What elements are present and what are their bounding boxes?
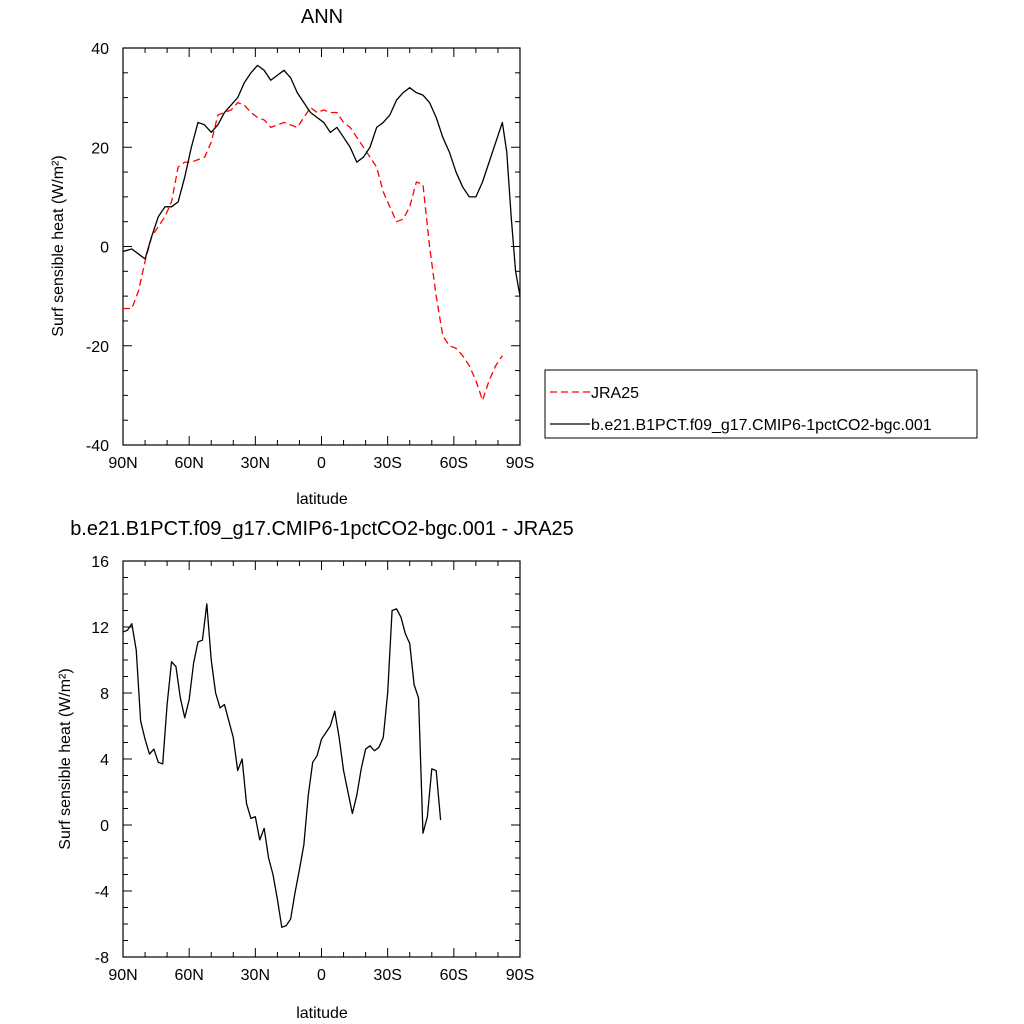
bottom-axis-ticks: 90N 60N 30N 0 30S 60S 90S 16 12 8 4 0 -4 -8 [91, 554, 534, 984]
bottom-y-tick-label: 8 [100, 686, 109, 703]
bottom-y-tick-label: 16 [91, 554, 109, 571]
top-x-tick-label: 30S [373, 455, 401, 472]
bottom-x-tick-label: 60N [174, 967, 203, 984]
top-plot-frame [122, 47, 521, 446]
legend-entry-model: b.e21.B1PCT.f09_g17.CMIP6-1pctCO2-bgc.00… [591, 417, 932, 434]
top-panel: ANN 90N 60N 30N 0 30S 60S 90S 40 20 0 -20 -40 latit… [50, 6, 978, 508]
legend: JRA25 b.e21.B1PCT.f09_g17.CMIP6-1pctCO2-… [544, 369, 978, 439]
bottom-y-tick-label: 0 [100, 818, 109, 835]
bottom-panel: b.e21.B1PCT.f09_g17.CMIP6-1pctCO2-bgc.00… [57, 518, 574, 1022]
bottom-x-tick-label: 60S [440, 967, 468, 984]
bottom-x-tick-label: 30N [241, 967, 270, 984]
bottom-x-tick-label: 30S [373, 967, 401, 984]
top-y-tick-label: 40 [91, 41, 109, 58]
top-x-tick-label: 0 [317, 455, 326, 472]
top-y-axis-label: Surf sensible heat (W/m²) [50, 155, 67, 336]
bottom-x-tick-label: 0 [317, 967, 326, 984]
bottom-plot-frame [122, 560, 521, 958]
legend-box [544, 369, 978, 439]
top-x-tick-label: 30N [241, 455, 270, 472]
top-x-tick-label: 60N [174, 455, 203, 472]
bottom-x-axis-label: latitude [296, 1005, 348, 1022]
top-x-tick-label: 90N [108, 455, 137, 472]
bottom-y-tick-label: -4 [95, 884, 109, 901]
top-y-tick-label: 20 [91, 140, 109, 157]
bottom-y-tick-label: 4 [100, 752, 109, 769]
top-series-line-0 [123, 101, 503, 401]
bottom-series-group [123, 603, 442, 928]
top-axis-ticks: 90N 60N 30N 0 30S 60S 90S 40 20 0 -20 -40 [86, 41, 534, 472]
bottom-x-tick-label: 90S [506, 967, 534, 984]
top-y-tick-label: 0 [100, 240, 109, 257]
bottom-y-axis-label: Surf sensible heat (W/m²) [57, 668, 74, 849]
top-x-axis-label: latitude [296, 491, 348, 508]
top-series-line-1 [123, 64, 520, 298]
top-x-tick-label: 90S [506, 455, 534, 472]
top-y-tick-label: -20 [86, 339, 109, 356]
bottom-y-tick-label: 12 [91, 620, 109, 637]
bottom-series-line-0 [123, 603, 442, 928]
top-y-tick-label: -40 [86, 438, 109, 455]
bottom-chart-title: b.e21.B1PCT.f09_g17.CMIP6-1pctCO2-bgc.00… [70, 518, 574, 540]
legend-entry-jra25: JRA25 [591, 385, 639, 402]
top-chart-title: ANN [301, 6, 343, 28]
bottom-y-tick-label: -8 [95, 950, 109, 967]
top-series-group [123, 64, 520, 401]
top-x-tick-label: 60S [440, 455, 468, 472]
bottom-x-tick-label: 90N [108, 967, 137, 984]
